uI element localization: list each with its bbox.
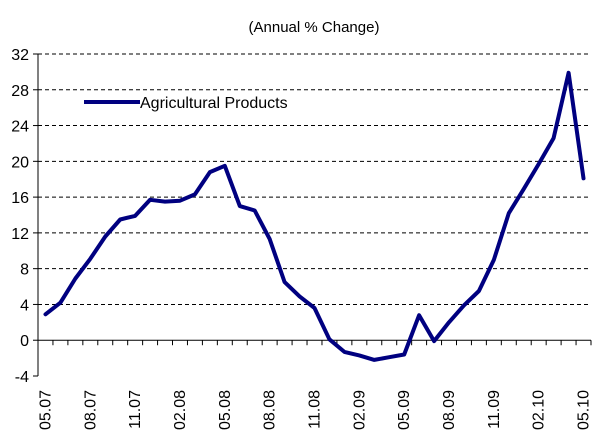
x-tick-label: 02.09: [351, 390, 368, 430]
axes: [33, 53, 592, 377]
legend: Agricultural Products: [84, 95, 288, 112]
y-tick-label: 0: [20, 333, 29, 350]
x-tick-label: 11.07: [127, 390, 144, 429]
x-tick-label: 02.08: [172, 390, 189, 430]
y-axis-tick-labels: -4 0 4 8 12 16 20 24 28 32: [11, 47, 29, 386]
x-tick-label: 05.10: [576, 390, 593, 430]
x-tick-label: 11.08: [307, 390, 324, 429]
x-tick-label: 08.08: [262, 390, 279, 430]
x-tick-label: 08.07: [82, 390, 99, 430]
y-tick-label: 12: [11, 226, 29, 243]
x-tick-label: 05.08: [217, 390, 234, 430]
y-tick-label: -4: [15, 369, 29, 386]
y-tick-label: 16: [11, 190, 29, 207]
x-tick-label: 02.10: [531, 390, 548, 430]
y-tick-label: 28: [11, 83, 29, 100]
x-tick-label: 05.07: [37, 390, 54, 430]
x-tick-label: 05.09: [396, 390, 413, 430]
y-tick-label: 8: [20, 262, 29, 279]
y-tick-label: 4: [20, 297, 29, 314]
series-layer: [43, 70, 586, 362]
series-line-agricultural-products: [43, 70, 586, 362]
y-tick-label: 20: [11, 154, 29, 171]
x-tick-label: 11.09: [486, 390, 503, 429]
y-tick-label: 24: [11, 119, 29, 136]
y-tick-label: 32: [11, 47, 29, 64]
chart-title: (Annual % Change): [249, 19, 380, 36]
x-axis-tick-labels: 05.07 08.07 11.07 02.08 05.08 08.08 11.08 02.09…: [37, 390, 592, 430]
gridlines: [38, 53, 591, 305]
x-tick-label: 08.09: [441, 390, 458, 430]
legend-label: Agricultural Products: [140, 95, 288, 112]
